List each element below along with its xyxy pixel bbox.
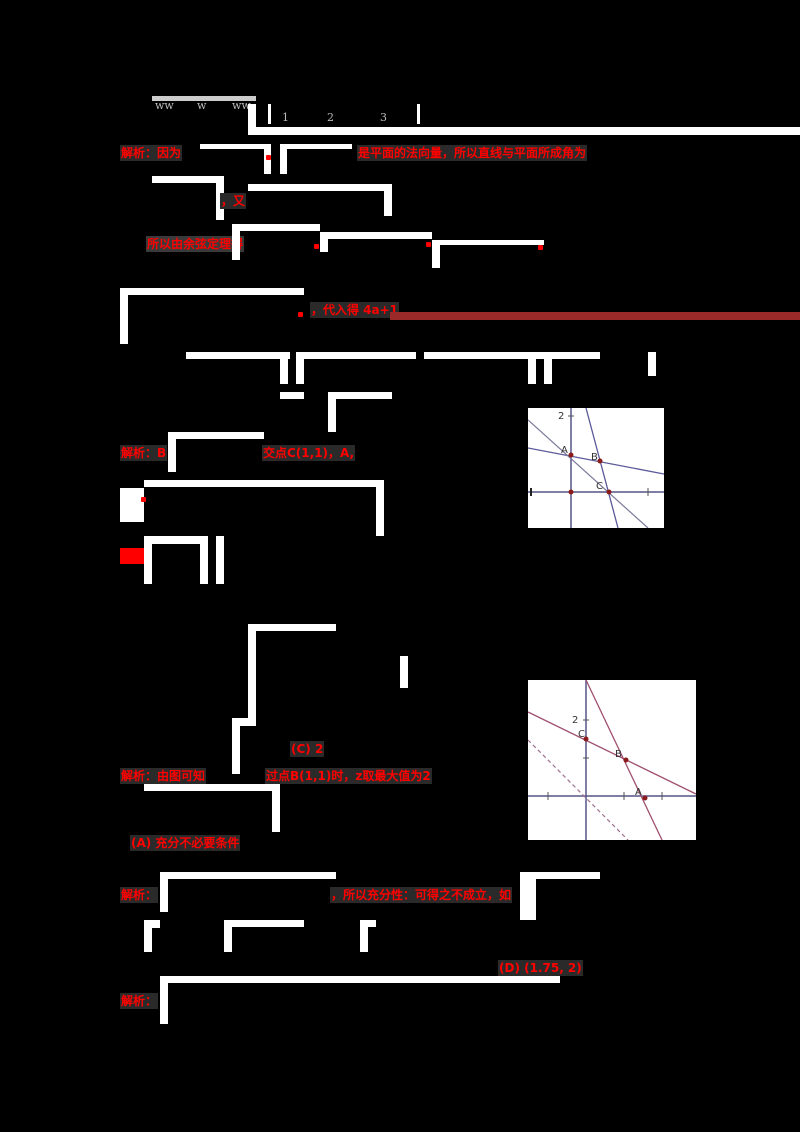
rule-r9-a bbox=[144, 536, 208, 544]
rule-r5-a bbox=[186, 352, 290, 359]
header-fragment-5: 2 bbox=[327, 111, 334, 124]
annotation-a11: 过点B(1,1)时，z取最大值为2 bbox=[265, 768, 432, 784]
rule-r3-b bbox=[232, 224, 240, 260]
rule-r13-a bbox=[160, 872, 336, 879]
figure-2-point-b: B bbox=[615, 749, 622, 760]
rule-r13-e bbox=[144, 920, 160, 928]
rule-r11-a bbox=[144, 784, 280, 791]
marker-dot bbox=[298, 312, 303, 317]
header-fragment-2: w bbox=[197, 99, 207, 112]
rule-r10-c bbox=[400, 656, 408, 688]
rule-r6-c bbox=[328, 392, 336, 432]
figure-2-coordinate-plot: 2 C B A bbox=[528, 680, 696, 840]
rule-r7-b bbox=[168, 432, 176, 472]
annotation-a9: (C) 2 bbox=[290, 741, 325, 757]
annotation-a13: 解析： bbox=[120, 887, 159, 903]
rule-r1-c bbox=[280, 144, 287, 174]
rule-r10-e bbox=[232, 718, 240, 774]
rule-r5-f bbox=[528, 352, 536, 384]
rule-r5-i bbox=[648, 352, 656, 376]
rule-r3-d bbox=[320, 232, 328, 252]
figure-1-point-a: A bbox=[561, 445, 568, 456]
rule-r3-a bbox=[232, 224, 320, 231]
rule-r6-a bbox=[280, 392, 304, 399]
rule-r5-e bbox=[424, 352, 544, 359]
header-fragment-3: ww bbox=[232, 99, 251, 112]
rule-r13-j bbox=[144, 920, 152, 952]
marker-dot bbox=[314, 244, 319, 249]
figure-2-point-a: A bbox=[635, 787, 642, 798]
rule-r3-f bbox=[432, 240, 440, 268]
rule-r13-h bbox=[360, 920, 376, 927]
rule-r8-c bbox=[376, 480, 384, 536]
annotation-a4: 所以由余弦定理得 bbox=[146, 236, 245, 252]
rule-r13-b bbox=[160, 872, 168, 912]
annotation-a7: 交点C(1,1)，A, bbox=[262, 445, 356, 461]
rule-r4-b bbox=[120, 288, 128, 344]
rule-r3-e bbox=[432, 240, 544, 245]
annotation-a14: ，所以充分性：可得之不成立，如 bbox=[330, 887, 513, 903]
header-fragment-4: 1 bbox=[282, 111, 289, 124]
rule-r10-d bbox=[232, 718, 256, 726]
rule-r13-c bbox=[520, 872, 600, 879]
annotation-a3: ，又 bbox=[220, 193, 247, 209]
annotation-a5: ，代入得 4a+1 bbox=[310, 302, 400, 318]
rule-header-top bbox=[152, 96, 256, 101]
rule-header-main bbox=[248, 127, 800, 135]
annotation-a15: (D) (1.75, 2) bbox=[498, 960, 583, 976]
rule-r2-d bbox=[384, 184, 392, 216]
marker-dot bbox=[141, 497, 146, 502]
accent-bar bbox=[390, 312, 800, 320]
rule-r2-a bbox=[152, 176, 224, 183]
marker-dot bbox=[426, 242, 431, 247]
rule-r6-b bbox=[328, 392, 392, 399]
rule-r1-d bbox=[280, 144, 352, 149]
figure-1-axis-label: 2 bbox=[558, 411, 564, 422]
rule-r9-d bbox=[216, 536, 224, 584]
marker-dot bbox=[538, 245, 543, 250]
rule-r11-b bbox=[272, 784, 280, 832]
figure-1-point-b: B bbox=[591, 452, 598, 463]
rule-r13-i bbox=[360, 920, 368, 952]
rule-r2-c bbox=[248, 184, 392, 191]
figure-2-axis-label: 2 bbox=[572, 715, 578, 726]
rule-r14-a bbox=[160, 976, 560, 983]
annotation-a10: 解析：由图可知 bbox=[120, 768, 207, 784]
rule-r7-a bbox=[168, 432, 264, 439]
annotation-a16: 解析： bbox=[120, 993, 159, 1009]
rule-r4-a bbox=[120, 288, 304, 295]
rule-r13-f bbox=[224, 920, 304, 927]
annotation-a2: 是平面的法向量，所以直线与平面所成角为 bbox=[357, 145, 588, 161]
rule-r14-b bbox=[160, 976, 168, 1024]
figure-1-coordinate-plot: 2 A B C bbox=[528, 408, 664, 528]
rule-r10-b bbox=[248, 624, 256, 720]
rule-r8-b bbox=[144, 480, 384, 487]
figure-1-point-c: C bbox=[596, 481, 603, 492]
rule-r10-a bbox=[248, 624, 336, 631]
rule-header-tick-b bbox=[417, 104, 420, 124]
rule-r5-g bbox=[544, 352, 600, 359]
rule-r1-a bbox=[200, 144, 270, 149]
rule-r8-a bbox=[120, 488, 144, 522]
annotation-a12: (A) 充分不必要条件 bbox=[130, 835, 241, 851]
rule-r13-g bbox=[224, 920, 232, 952]
rule-r9-c bbox=[200, 536, 208, 584]
rule-r5-d bbox=[296, 352, 304, 384]
rule-r3-c bbox=[320, 232, 432, 239]
figure-2-point-c: C bbox=[578, 729, 585, 740]
rule-r5-c bbox=[296, 352, 416, 359]
rule-r5-b bbox=[280, 352, 288, 384]
annotation-a1: 解析：因为 bbox=[120, 145, 183, 161]
rule-r9-b bbox=[144, 536, 152, 584]
rule-header-tick-a bbox=[268, 104, 271, 124]
annotation-a6: 解析：B bbox=[120, 445, 168, 461]
rule-header-vert bbox=[248, 104, 256, 134]
rule-r5-h bbox=[544, 352, 552, 384]
header-fragment-6: 3 bbox=[380, 111, 387, 124]
marker-dot bbox=[266, 155, 271, 160]
rule-r13-d bbox=[520, 872, 536, 920]
annotation-a8: 解析 bbox=[120, 548, 147, 564]
header-fragment-1: ww bbox=[155, 99, 174, 112]
